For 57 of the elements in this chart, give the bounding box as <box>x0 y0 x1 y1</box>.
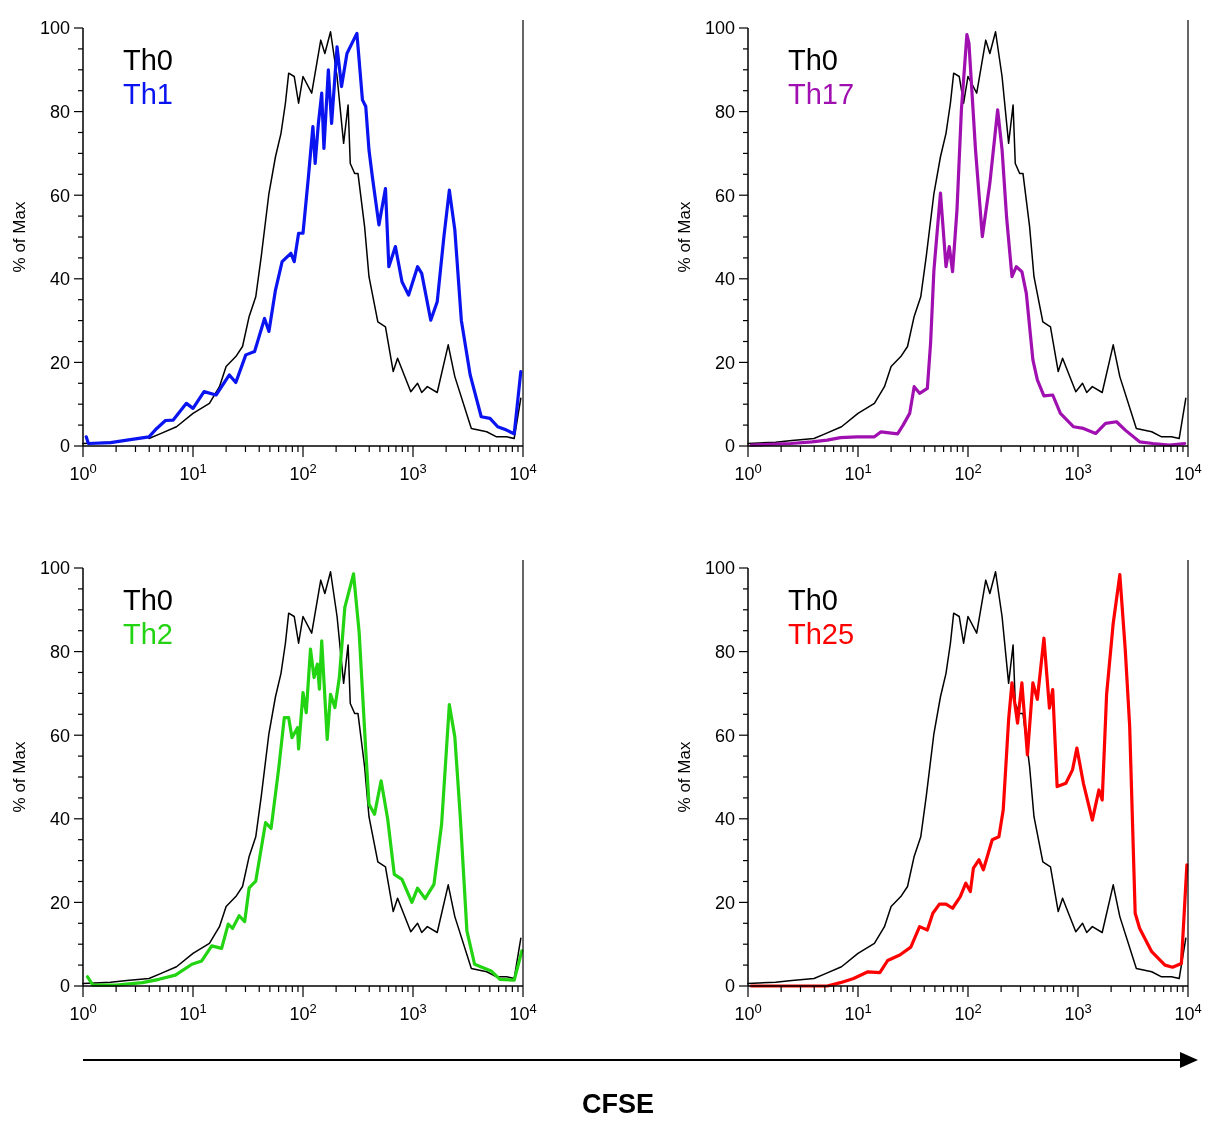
x-tick-label: 10$^{2}$ <box>289 460 317 484</box>
y-tick-label: 100 <box>704 18 735 39</box>
y-tick-label: 0 <box>724 976 735 997</box>
x-tick-label: 10$^{1}$ <box>844 460 872 484</box>
y-axis-title: % of Max <box>10 201 29 273</box>
text: Th0 <box>123 44 173 77</box>
y-tick-label: 20 <box>49 352 70 373</box>
x-tick-label: 10$^{3}$ <box>1064 460 1092 484</box>
x-tick-label: 10$^{1}$ <box>844 1000 872 1024</box>
x-tick-label: 10$^{3}$ <box>1064 1000 1092 1024</box>
text: Th17 <box>788 78 855 111</box>
x-tick-label: 10$^{2}$ <box>954 1000 982 1024</box>
y-tick-label: 0 <box>59 436 70 457</box>
y-tick-label: 40 <box>714 809 735 830</box>
y-tick-label: 60 <box>49 185 70 206</box>
text: Th0 <box>123 584 173 617</box>
y-tick-label: 60 <box>49 725 70 746</box>
x-tick-label: 10$^{2}$ <box>954 460 982 484</box>
y-axis-title: % of Max <box>675 741 694 813</box>
x-tick-label: 10$^{1}$ <box>179 460 207 484</box>
y-tick-label: 20 <box>714 352 735 373</box>
y-axis-title: % of Max <box>675 201 694 273</box>
y-tick-label: 80 <box>714 641 735 662</box>
x-tick-label: 10$^{4}$ <box>509 1000 537 1024</box>
x-tick-label: 10$^{2}$ <box>289 1000 317 1024</box>
y-tick-label: 80 <box>714 101 735 122</box>
x-tick-label: 10$^{3}$ <box>399 460 427 484</box>
y-tick-label: 100 <box>704 558 735 579</box>
x-tick-label: 10$^{0}$ <box>69 1000 97 1024</box>
y-tick-label: 0 <box>59 976 70 997</box>
y-tick-label: 20 <box>714 892 735 913</box>
y-tick-label: 40 <box>714 269 735 290</box>
y-tick-label: 20 <box>49 892 70 913</box>
text: Th0 <box>788 584 838 617</box>
text: Th0 <box>788 44 838 77</box>
x-axis-title: CFSE <box>581 1089 655 1119</box>
y-tick-label: 80 <box>49 641 70 662</box>
text: Th1 <box>123 78 173 111</box>
y-tick-label: 60 <box>714 725 735 746</box>
text: Th25 <box>788 618 855 651</box>
x-tick-label: 10$^{0}$ <box>69 460 97 484</box>
y-tick-label: 100 <box>39 558 70 579</box>
x-tick-label: 10$^{1}$ <box>179 1000 207 1024</box>
y-tick-label: 0 <box>724 436 735 457</box>
y-tick-label: 60 <box>714 185 735 206</box>
y-tick-label: 100 <box>39 18 70 39</box>
x-tick-label: 10$^{3}$ <box>399 1000 427 1024</box>
y-tick-label: 40 <box>49 269 70 290</box>
x-tick-label: 10$^{4}$ <box>509 460 537 484</box>
x-tick-label: 10$^{0}$ <box>734 460 762 484</box>
text: Th2 <box>123 618 173 651</box>
x-tick-label: 10$^{4}$ <box>1174 460 1202 484</box>
y-tick-label: 40 <box>49 809 70 830</box>
x-tick-label: 10$^{0}$ <box>734 1000 762 1024</box>
y-tick-label: 80 <box>49 101 70 122</box>
y-axis-title: % of Max <box>10 741 29 813</box>
x-tick-label: 10$^{4}$ <box>1174 1000 1202 1024</box>
